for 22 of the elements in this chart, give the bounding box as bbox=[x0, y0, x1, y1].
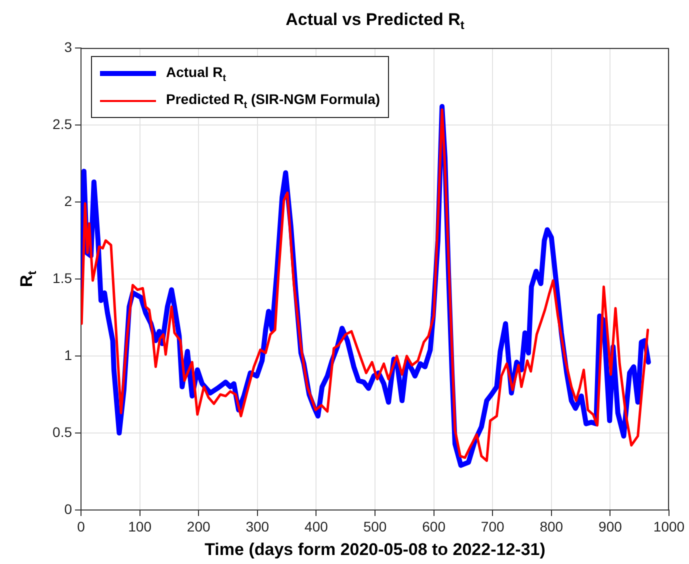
x-tick-label: 100 bbox=[128, 518, 152, 534]
x-axis-title: Time (days form 2020-05-08 to 2022-12-31) bbox=[204, 540, 546, 560]
y-tick-label: 0 bbox=[64, 500, 72, 517]
legend-label: Predicted R$_{t}$ (SIR-NGM Formula) bbox=[166, 90, 380, 110]
y-tick-label: 0.5 bbox=[52, 424, 72, 440]
x-tick-label: 200 bbox=[186, 518, 210, 534]
legend-label: Actual R$_{t}$ bbox=[166, 64, 226, 84]
x-tick-label: 700 bbox=[480, 518, 504, 534]
x-tick-label: 500 bbox=[363, 518, 387, 534]
y-tick-label: 2.5 bbox=[52, 116, 72, 132]
x-tick-label: 600 bbox=[422, 518, 446, 534]
y-tick-label: 1.5 bbox=[52, 270, 72, 286]
x-tick-label: 0 bbox=[77, 518, 86, 534]
y-tick-label: 3 bbox=[64, 38, 72, 55]
chart-title: Actual vs Predicted R$_{t}$ bbox=[284, 10, 466, 32]
y-tick-label: 2 bbox=[64, 192, 72, 209]
x-tick-label: 800 bbox=[540, 518, 564, 534]
x-tick-label: 300 bbox=[246, 518, 270, 534]
x-tick-label: 1000 bbox=[653, 518, 685, 534]
x-tick-label: 400 bbox=[304, 518, 328, 534]
x-tick-label: 900 bbox=[598, 518, 622, 534]
y-tick-label: 1 bbox=[64, 346, 72, 363]
